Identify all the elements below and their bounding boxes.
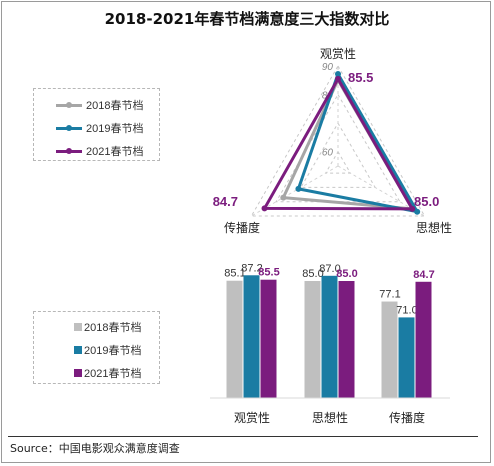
- radar-axis-label: 观赏性: [320, 47, 356, 61]
- bar-0-0: [226, 280, 243, 398]
- radar-tick-label: 90: [322, 62, 334, 73]
- radar-tick-label: 60: [322, 148, 334, 159]
- radar-grid-ring: [324, 150, 352, 174]
- radar-point: [335, 75, 341, 82]
- bar-category-label: 传播度: [389, 410, 425, 425]
- bar-value-label: 85.5: [258, 267, 279, 279]
- radar-point: [280, 194, 287, 201]
- bar-legend-label-2021: 2021春节档: [84, 368, 142, 380]
- bar-legend-label-2019: 2019春节档: [84, 345, 142, 357]
- radar-point: [295, 185, 302, 192]
- bar-legend-label-2018: 2018春节档: [84, 322, 142, 334]
- bar-value-label: 85.0: [302, 268, 323, 280]
- radar-axis-label: 思想性: [416, 220, 452, 235]
- bar-2-2: [415, 281, 432, 398]
- square-swatch-icon: [74, 323, 82, 331]
- radar-legend-label-2018: 2018春节档: [86, 100, 144, 112]
- bar-legend-item-2021: 2021春节档: [74, 365, 141, 381]
- bar-legend: 2018春节档 2019春节档 2021春节档: [33, 311, 160, 384]
- bar-value-label: 84.7: [413, 269, 434, 281]
- bar-value-label: 87.2: [241, 262, 262, 274]
- radar-legend-item-2021: 2021春节档: [56, 143, 143, 159]
- bar-legend-item-2018: 2018春节档: [74, 319, 141, 335]
- radar-grid-ring: [275, 93, 401, 203]
- bar-1-2: [338, 281, 355, 398]
- bar-category-label: 观赏性: [234, 411, 270, 425]
- radar-legend-item-2018: 2018春节档: [56, 97, 143, 113]
- radar-legend-item-2019: 2019春节档: [56, 120, 143, 136]
- bar-0-2: [260, 279, 277, 398]
- source-rule: [8, 436, 478, 437]
- radar-value-label: 84.7: [213, 194, 238, 209]
- radar-point: [261, 205, 268, 212]
- line-swatch-icon: [56, 147, 82, 154]
- bar-legend-item-2019: 2019春节档: [74, 342, 141, 358]
- line-swatch-icon: [56, 124, 82, 131]
- radar-point: [409, 205, 416, 212]
- radar-grid-ring: [250, 64, 426, 217]
- radar-axis-label: 传播度: [224, 220, 260, 235]
- bar-1-1: [321, 275, 338, 398]
- bar-value-label: 85.1: [224, 268, 245, 280]
- radar-legend-label-2019: 2019春节档: [86, 123, 144, 135]
- square-swatch-icon: [74, 346, 82, 354]
- radar-legend-label-2021: 2021春节档: [86, 146, 144, 158]
- radar-series-1: [296, 72, 419, 214]
- bar-value-label: 77.1: [379, 289, 400, 301]
- line-swatch-icon: [56, 101, 82, 108]
- bar-2-0: [381, 301, 398, 398]
- bar-value-label: 71.0: [396, 304, 417, 316]
- bar-0-1: [243, 275, 260, 398]
- radar-spoke: [251, 165, 339, 217]
- square-swatch-icon: [74, 369, 82, 377]
- radar-spoke: [337, 165, 425, 217]
- radar-point: [335, 71, 341, 77]
- bar-value-label: 87.0: [319, 263, 340, 275]
- source-note: Source：中国电影观众满意度调查: [10, 442, 180, 455]
- bar-value-label: 85.0: [336, 268, 357, 280]
- radar-value-label: 85.5: [348, 70, 373, 85]
- bar-2-1: [398, 317, 415, 398]
- radar-grid-ring: [300, 122, 376, 188]
- radar-series-2: [263, 77, 414, 211]
- radar-point: [414, 208, 421, 215]
- chart-title: 2018-2021年春节档满意度三大指数对比: [104, 10, 390, 28]
- bar-category-label: 思想性: [312, 410, 348, 425]
- radar-value-label: 85.0: [414, 194, 439, 209]
- bar-1-0: [304, 281, 321, 398]
- radar-legend: 2018春节档 2019春节档 2021春节档: [33, 88, 160, 161]
